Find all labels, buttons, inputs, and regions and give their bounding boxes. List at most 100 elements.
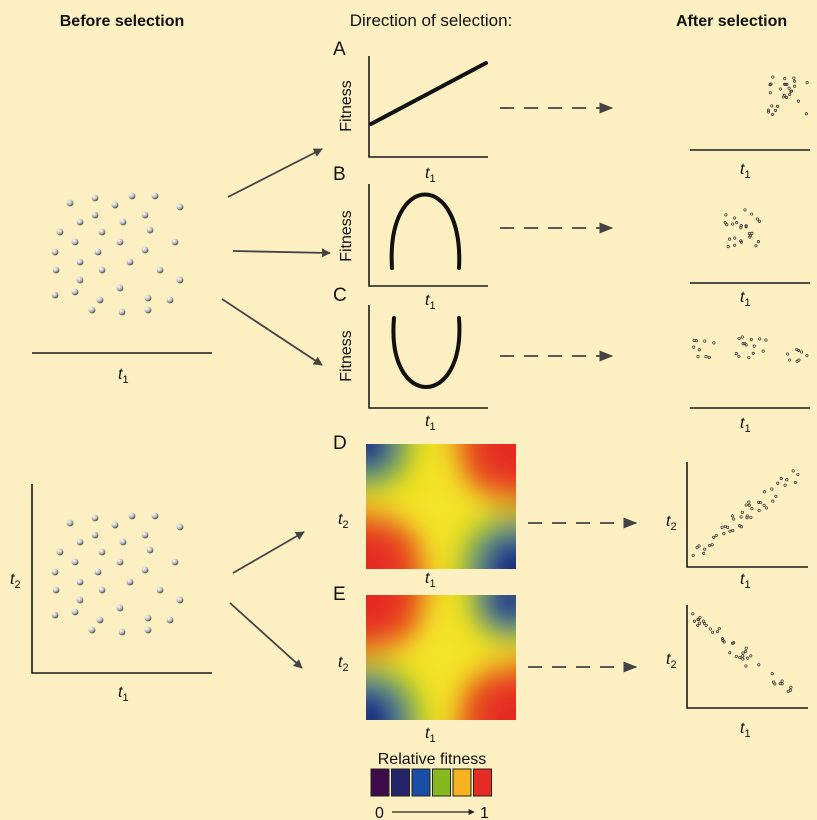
population-point [66,199,74,207]
population-point [711,630,715,634]
panel-d-label: D [333,433,347,454]
population-point [785,95,789,99]
population-point [707,543,712,548]
population-point [702,621,707,626]
population-point [156,266,164,274]
population-point [749,515,753,520]
population-point [789,89,794,93]
population-point [789,685,793,689]
population-point [739,224,743,228]
population-point [744,664,748,668]
population-point [704,355,708,359]
panel-a-axes [368,56,488,158]
population-point [758,500,762,505]
population-point [744,503,748,507]
population-point [757,500,761,504]
before-population-2d [51,512,184,636]
population-point [88,626,96,634]
panel-a-label: A [333,39,346,60]
population-point [770,104,774,108]
population-point [698,621,702,625]
population-point [781,95,785,99]
population-point [98,228,106,236]
panel-e-ylabel: t2 [338,654,349,674]
population-point [71,558,79,566]
population-point [98,548,106,556]
before-1d-xlabel: t1 [118,366,129,386]
population-point [691,612,695,616]
population-point [749,654,753,658]
population-point [770,112,775,116]
population-point [787,86,791,90]
population-point [723,221,727,225]
population-point [750,212,754,216]
population-point [747,503,751,507]
header-direction: Direction of selection: [350,11,513,30]
panel-c-xlabel: t1 [425,413,436,433]
population-point [144,306,152,314]
population-point [91,211,99,219]
population-point [792,76,796,80]
panel-c-fitness-curve [391,316,462,389]
population-point [749,337,753,341]
population-point [731,222,735,226]
population-point [126,578,134,586]
population-point [751,351,755,355]
after-d-axes [686,462,808,568]
population-point [746,656,750,660]
after-e-axes [686,605,808,709]
population-point [151,512,159,520]
population-point [771,499,775,503]
population-point [793,79,797,83]
population-point [696,617,700,622]
population-point [76,258,84,266]
population-point [768,91,772,95]
population-point [762,490,767,494]
population-point [778,682,782,686]
legend-swatch [452,768,472,797]
population-point [76,276,84,284]
population-point [126,258,134,266]
panel-b-ylabel: Fitness [338,210,355,262]
header-after: After selection [676,13,787,30]
population-point [747,500,751,504]
population-point [773,108,778,112]
population-point [744,224,748,228]
population-point [786,689,790,693]
population-point [695,546,699,550]
population-point [783,77,787,81]
arrow-to-e [229,602,303,669]
population-point [708,627,712,631]
population-point [91,514,99,522]
after-population-d [691,469,800,558]
population-point [52,266,60,274]
panel-a-fitness-curve [369,61,488,126]
after-a-xlabel: t1 [740,161,751,181]
population-point [56,548,64,556]
before-2d-axes [31,484,212,674]
population-point [743,208,747,212]
population-point [805,81,809,85]
population-point [96,296,104,304]
legend-swatch [370,768,390,797]
population-point [786,352,790,356]
population-point [144,626,152,634]
panel-b-fitness-curve [389,192,462,270]
population-point [779,476,783,481]
population-point [739,240,743,244]
population-point [176,276,184,284]
population-point [728,651,732,655]
population-point [757,219,761,223]
population-point [770,672,774,676]
population-point [745,514,749,518]
population-point [776,481,780,485]
population-point [51,611,59,619]
population-point [76,538,84,546]
population-point [764,506,768,510]
population-point [734,654,738,658]
population-point [764,338,768,342]
after-b-xlabel: t1 [740,289,751,309]
population-point [704,623,708,627]
population-point [780,679,784,683]
